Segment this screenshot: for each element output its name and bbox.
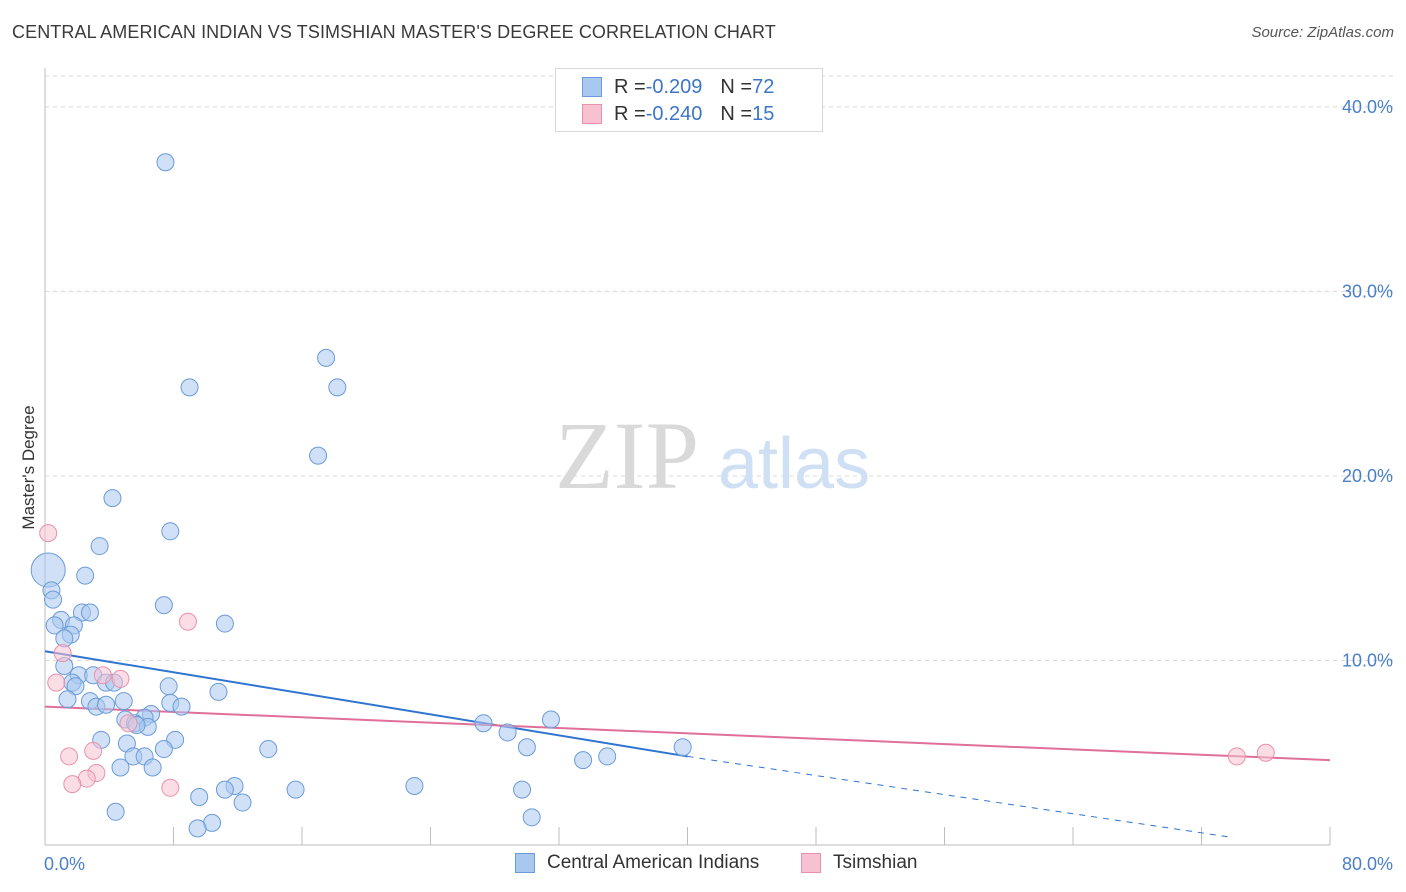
y-tick-label: 10.0% xyxy=(1342,650,1393,670)
point-central-american-indians xyxy=(209,682,228,701)
point-central-american-indians xyxy=(190,788,209,807)
point-tsimshian xyxy=(63,775,82,794)
y-axis-label: Master's Degree xyxy=(19,405,38,529)
point-central-american-indians xyxy=(673,738,692,757)
legend-row-blue: R = -0.209 N = 72 xyxy=(582,75,774,99)
x-tick-label: 0.0% xyxy=(44,854,85,874)
point-tsimshian xyxy=(39,524,58,543)
point-tsimshian xyxy=(161,778,180,797)
point-central-american-indians xyxy=(106,802,125,821)
trend-extension-central-american-indians xyxy=(687,755,1234,839)
legend-r-value: -0.240 xyxy=(645,102,703,125)
series-swatch-blue xyxy=(515,853,535,873)
point-central-american-indians xyxy=(103,489,122,508)
y-tick-label: 30.0% xyxy=(1342,281,1393,301)
point-tsimshian xyxy=(1227,747,1246,766)
point-tsimshian xyxy=(93,666,112,685)
trend-line-tsimshian xyxy=(44,705,1331,762)
point-tsimshian xyxy=(47,673,66,692)
point-central-american-indians xyxy=(328,378,347,397)
series-label: Central American Indians xyxy=(547,852,760,873)
gridlines xyxy=(45,75,1395,661)
point-tsimshian xyxy=(178,612,197,631)
point-central-american-indians xyxy=(215,614,234,633)
point-central-american-indians xyxy=(405,776,424,795)
point-central-american-indians xyxy=(114,692,133,711)
point-central-american-indians xyxy=(80,603,99,622)
point-central-american-indians xyxy=(97,695,116,714)
point-central-american-indians xyxy=(233,793,252,812)
point-central-american-indians xyxy=(215,780,234,799)
series-legend-item-blue[interactable]: Central American Indians xyxy=(515,852,759,874)
legend-swatch-blue xyxy=(582,77,602,97)
trend-line-central-american-indians xyxy=(44,650,688,758)
point-central-american-indians xyxy=(517,738,536,757)
point-central-american-indians xyxy=(172,697,191,716)
y-tick-label: 20.0% xyxy=(1342,466,1393,486)
point-central-american-indians xyxy=(154,596,173,615)
legend-swatch-pink xyxy=(582,104,602,124)
point-central-american-indians xyxy=(154,740,173,759)
trend-lines xyxy=(44,650,1331,839)
point-central-american-indians xyxy=(66,677,85,696)
point-central-american-indians xyxy=(58,690,77,709)
point-central-american-indians xyxy=(161,522,180,541)
legend-n-value: 72 xyxy=(752,75,775,98)
watermark-zip: ZIP xyxy=(555,402,699,509)
point-central-american-indians xyxy=(309,446,328,465)
point-central-american-indians xyxy=(156,153,175,172)
point-central-american-indians xyxy=(90,537,109,556)
point-central-american-indians xyxy=(574,751,593,770)
point-tsimshian xyxy=(84,741,103,760)
legend-n-value: 15 xyxy=(752,102,775,125)
point-tsimshian xyxy=(53,644,72,663)
point-central-american-indians xyxy=(76,566,95,585)
axis-labels: 10.0% 20.0% 30.0% 40.0% 0.0% 80.0% Master's De… xyxy=(19,97,1393,874)
correlation-legend: R = -0.209 N = 72 R = -0.240 N = 15 xyxy=(555,68,823,132)
point-tsimshian xyxy=(119,714,138,733)
chart-title: CENTRAL AMERICAN INDIAN VS TSIMSHIAN MAS… xyxy=(12,22,776,42)
point-central-american-indians xyxy=(541,710,560,729)
watermark: ZIP atlas xyxy=(555,402,870,509)
y-tick-label: 40.0% xyxy=(1342,97,1393,117)
point-central-american-indians xyxy=(180,378,199,397)
point-central-american-indians xyxy=(317,348,336,367)
axes xyxy=(44,68,1331,846)
point-central-american-indians xyxy=(474,714,493,733)
point-central-american-indians xyxy=(513,780,532,799)
point-tsimshian xyxy=(111,669,130,688)
legend-r-value: -0.209 xyxy=(645,75,703,98)
point-tsimshian xyxy=(1256,743,1275,762)
source-label: Source: ZipAtlas.com xyxy=(1251,24,1394,41)
legend-row-pink: R = -0.240 N = 15 xyxy=(582,102,774,126)
point-central-american-indians xyxy=(286,780,305,799)
point-central-american-indians xyxy=(188,819,207,838)
series-legend-item-pink[interactable]: Tsimshian xyxy=(801,852,917,874)
series-label: Tsimshian xyxy=(833,852,918,873)
series-swatch-pink xyxy=(801,853,821,873)
point-central-american-indians xyxy=(45,616,64,635)
legend-r-label: R = xyxy=(614,75,646,98)
point-central-american-indians xyxy=(159,677,178,696)
point-tsimshian xyxy=(60,747,79,766)
data-points xyxy=(30,153,1275,838)
legend-r-label: R = xyxy=(614,102,646,125)
legend-n-label: N = xyxy=(720,75,753,98)
series-legend: Central American Indians Tsimshian xyxy=(0,852,1406,878)
point-central-american-indians xyxy=(111,758,130,777)
point-central-american-indians xyxy=(498,723,517,742)
point-central-american-indians xyxy=(598,747,617,766)
point-central-american-indians xyxy=(522,808,541,827)
point-central-american-indians xyxy=(259,740,278,759)
x-tick-label: 80.0% xyxy=(1342,854,1393,874)
point-central-american-indians xyxy=(143,758,162,777)
point-central-american-indians xyxy=(44,590,63,609)
watermark-atlas: atlas xyxy=(718,424,870,504)
legend-n-label: N = xyxy=(720,102,753,125)
